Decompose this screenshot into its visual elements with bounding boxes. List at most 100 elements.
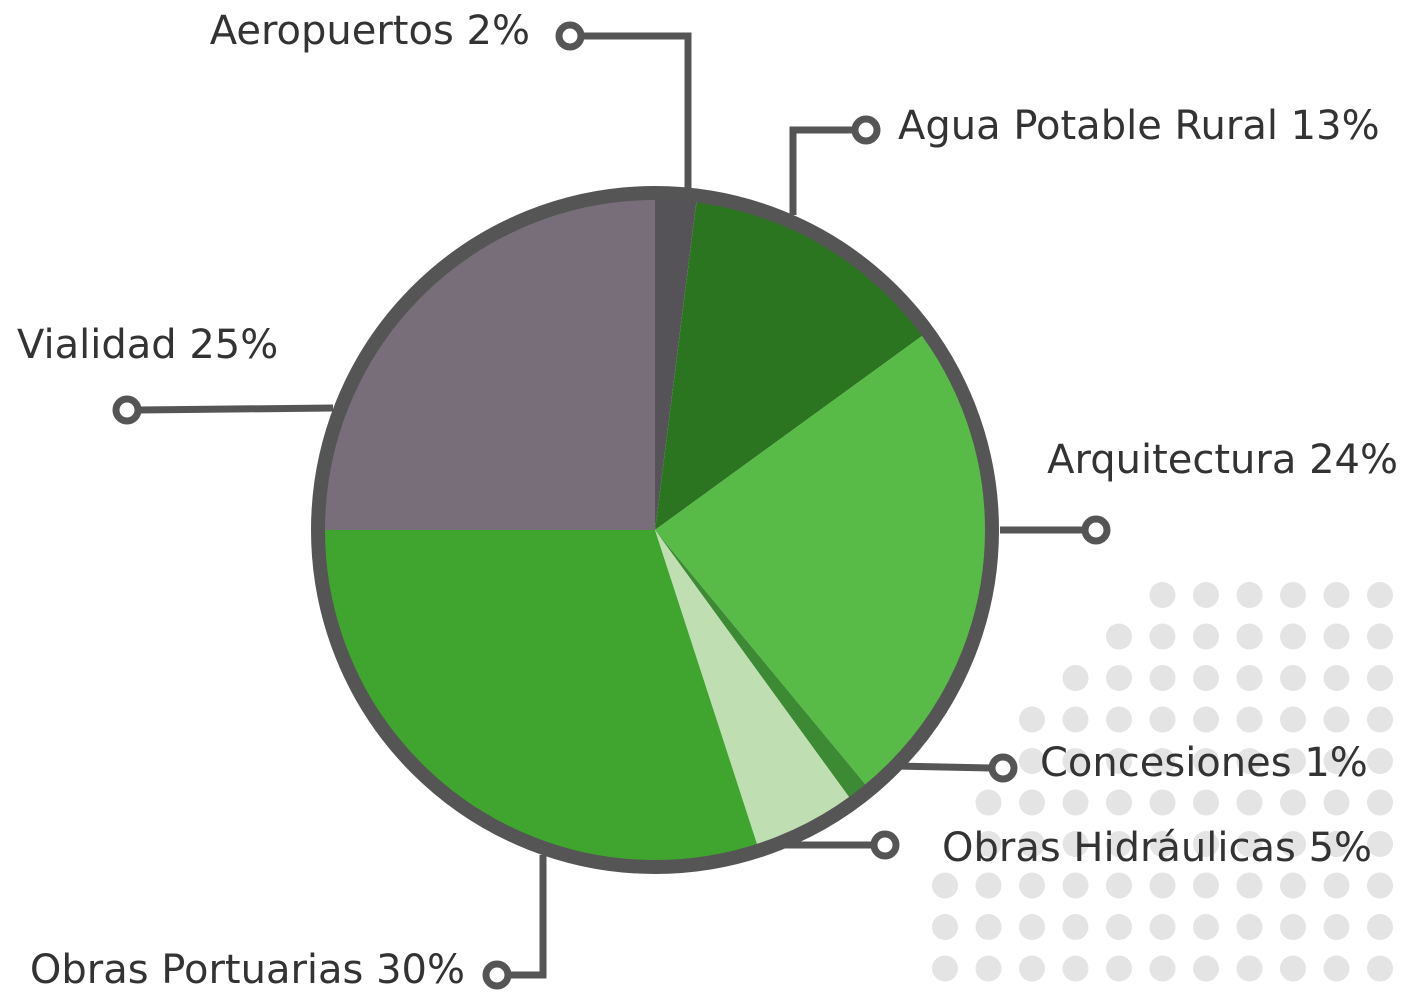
dot [1280,831,1306,857]
dot [1236,706,1263,733]
slice-name: Vialidad [17,322,177,368]
dot [1323,582,1350,608]
dot [975,789,1002,816]
dot [1193,623,1219,650]
dot [1367,789,1393,816]
dot [1019,748,1045,774]
dot [1193,914,1219,940]
pie-slice [655,197,697,530]
dot [1323,789,1350,816]
leaders: Aeropuertos 2% Agua Potable Rural 13% Arqu… [17,8,1398,993]
leader-dot [870,830,900,860]
dot [1019,706,1045,733]
dot [1106,789,1132,816]
dot [1236,872,1263,899]
dot [1062,706,1089,733]
dot [1280,582,1306,608]
dot [1193,831,1219,857]
dot [1106,831,1132,857]
pie-slice [322,197,655,530]
dot [975,831,1002,857]
dot [1236,665,1263,691]
dot [932,914,958,940]
dot [1280,789,1306,816]
slice-label: Agua Potable Rural 13% [898,103,1380,149]
slice-value-label: 13% [1291,103,1380,149]
dot [975,955,1002,982]
dot [1323,872,1350,899]
dot [1106,914,1132,940]
dot [1367,706,1393,733]
slice-label: Arquitectura 24% [1047,437,1398,483]
dot [1062,872,1089,899]
pie-slice [655,199,925,531]
dot [1106,706,1132,733]
dot [1367,955,1393,982]
dot [1367,623,1393,650]
slice-label: Concesiones 1% [1040,740,1368,786]
slice-value-label: 5% [1309,825,1372,871]
pie-slice [655,334,988,787]
dot [1236,748,1263,774]
dot [1019,955,1045,982]
leader-line [789,126,854,215]
dot [1323,665,1350,691]
dot [1323,623,1350,650]
pie-slice [322,530,758,864]
slice-label: Aeropuertos 2% [210,8,530,54]
dot [1193,748,1219,774]
dot [1193,665,1219,691]
slice-name: Obras Portuarias [30,947,363,993]
leader-line [582,32,692,190]
dot [1062,789,1089,816]
dot [1193,706,1219,733]
dot [1323,914,1350,940]
slice-value-label: 2% [467,8,530,54]
dot [1280,748,1306,774]
dot [1280,914,1306,940]
dot [1149,872,1176,899]
slice-name: Arquitectura [1047,437,1296,483]
dot [975,914,1002,940]
leader-dot [482,960,512,990]
pie-ring [311,186,999,874]
dot [932,872,958,899]
dot [1323,706,1350,733]
dot [1193,955,1219,982]
dot [1193,872,1219,899]
dot [1106,872,1132,899]
dot [1149,748,1176,774]
slice-label: Obras Portuarias 30% [30,947,465,993]
dot [1367,872,1393,899]
dot [1149,582,1176,608]
dot [1106,623,1132,650]
dot [1149,831,1176,857]
dot [1149,914,1176,940]
slice-name: Agua Potable Rural [898,103,1278,149]
dot [1193,582,1219,608]
dot [1106,955,1132,982]
dot [1149,955,1176,982]
leader-line [138,404,334,414]
dot [1236,789,1263,816]
leader-dot [1081,515,1111,545]
dot [1019,914,1045,940]
dot [1019,872,1045,899]
slice-label: Vialidad 25% [17,322,278,368]
pie-slice [655,530,851,847]
pie [311,186,999,874]
dot [1323,748,1350,774]
dot [1367,831,1393,857]
dot [1149,623,1176,650]
leader-line [894,762,992,772]
dot [1280,623,1306,650]
dot [1323,955,1350,982]
dot [1280,706,1306,733]
dot [1323,831,1350,857]
slice-value-label: 30% [376,947,465,993]
slice-label: Obras Hidráulicas 5% [942,825,1372,871]
dot [1149,789,1176,816]
slice-value-label: 24% [1309,437,1398,483]
background-dots [932,582,1393,982]
